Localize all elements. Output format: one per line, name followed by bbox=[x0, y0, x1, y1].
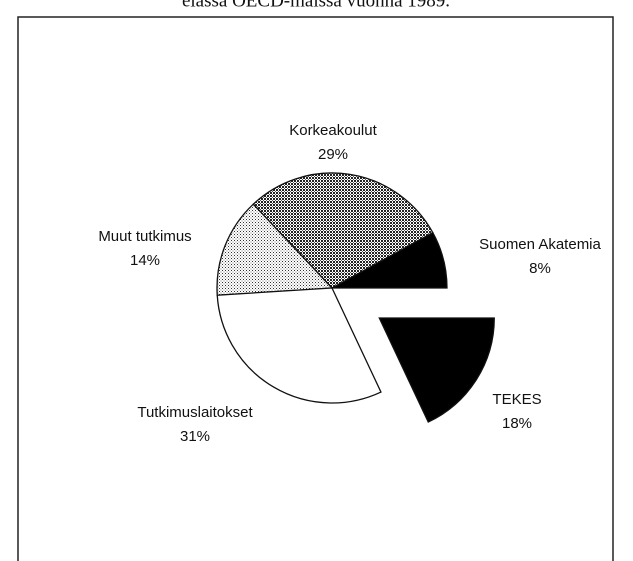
pie-slice bbox=[378, 317, 495, 423]
pie-slice bbox=[216, 287, 382, 404]
pie-slice bbox=[252, 172, 434, 289]
chart-title: elassa OECD-maissa vuonna 1989. bbox=[182, 0, 450, 11]
slice-label: Muut tutkimus bbox=[98, 228, 191, 245]
slice-label: TEKES bbox=[492, 391, 541, 408]
slice-value: 14% bbox=[130, 252, 160, 269]
slice-value: 29% bbox=[318, 146, 348, 163]
slice-value: 18% bbox=[502, 415, 532, 432]
frame bbox=[17, 16, 614, 561]
slice-value: 31% bbox=[180, 428, 210, 445]
slice-label: Suomen Akatemia bbox=[479, 236, 601, 253]
slice-label: Tutkimuslaitokset bbox=[137, 404, 253, 421]
pie-slice bbox=[216, 203, 334, 296]
slice-value: 8% bbox=[529, 260, 551, 277]
slice-label: Korkeakoulut bbox=[289, 122, 377, 139]
